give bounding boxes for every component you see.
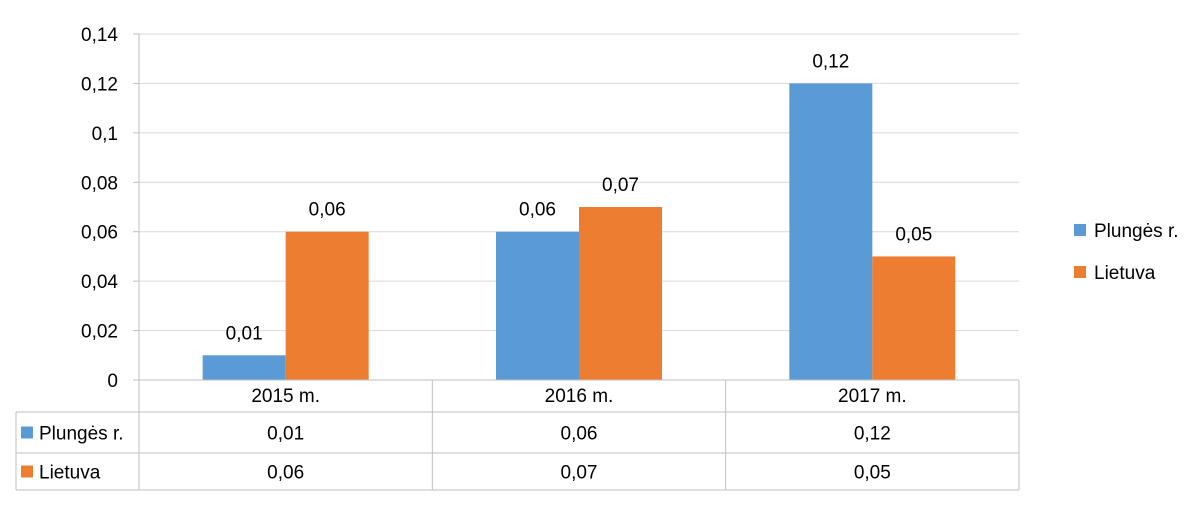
bar [579,207,662,380]
axes: 0 0,02 0,04 0,06 0,08 0,1 0,12 0,14 [81,25,140,490]
table-cell-value: 0,06 [561,424,598,445]
x-tick-label: 2017 m. [838,386,907,407]
bar [789,83,873,380]
legend-entry: Lietuva [1094,263,1156,284]
bar [496,231,579,380]
table-legend-key [21,426,33,439]
y-tick-label: 0 [107,371,118,392]
data-label: 0,06 [519,200,556,221]
table-cell-value: 0,01 [267,424,304,445]
y-tick-label: 0,1 [92,124,118,145]
bar [202,355,286,380]
data-label: 0,06 [309,200,346,221]
x-tick-label: 2016 m. [545,386,614,407]
table-cell-value: 0,05 [854,463,891,484]
bar [285,231,369,380]
table-series-label: Lietuva [39,463,101,484]
table-cell-value: 0,12 [854,424,891,445]
y-tick-label: 0,06 [81,223,118,244]
y-tick-label: 0,04 [81,272,118,293]
data-label: 0,05 [895,224,932,245]
y-tick-label: 0,12 [81,74,118,95]
x-tick-label: 2015 m. [251,386,320,407]
legend: Plungės r. Lietuva [1074,221,1179,284]
table-cell-value: 0,06 [267,463,304,484]
data-table: 2015 m. 2016 m. 2017 m. Plungės r. 0,01 0,06 0… [15,379,1020,491]
y-tick-label: 0,02 [81,322,118,343]
data-label: 0,01 [226,323,263,344]
legend-swatch [1074,266,1086,278]
table-legend-key [21,465,33,478]
table-cell-value: 0,07 [561,463,598,484]
y-tick-label: 0,08 [81,173,118,194]
table-series-label: Plungės r. [39,424,124,445]
data-label: 0,07 [602,175,639,196]
bars: 0,01 0,06 0,12 0,06 0,07 0,05 [202,51,956,380]
legend-entry: Plungės r. [1094,221,1179,242]
bar [872,256,956,380]
legend-swatch [1074,224,1086,236]
y-tick-label: 0,14 [81,25,118,46]
data-label: 0,12 [812,51,849,72]
